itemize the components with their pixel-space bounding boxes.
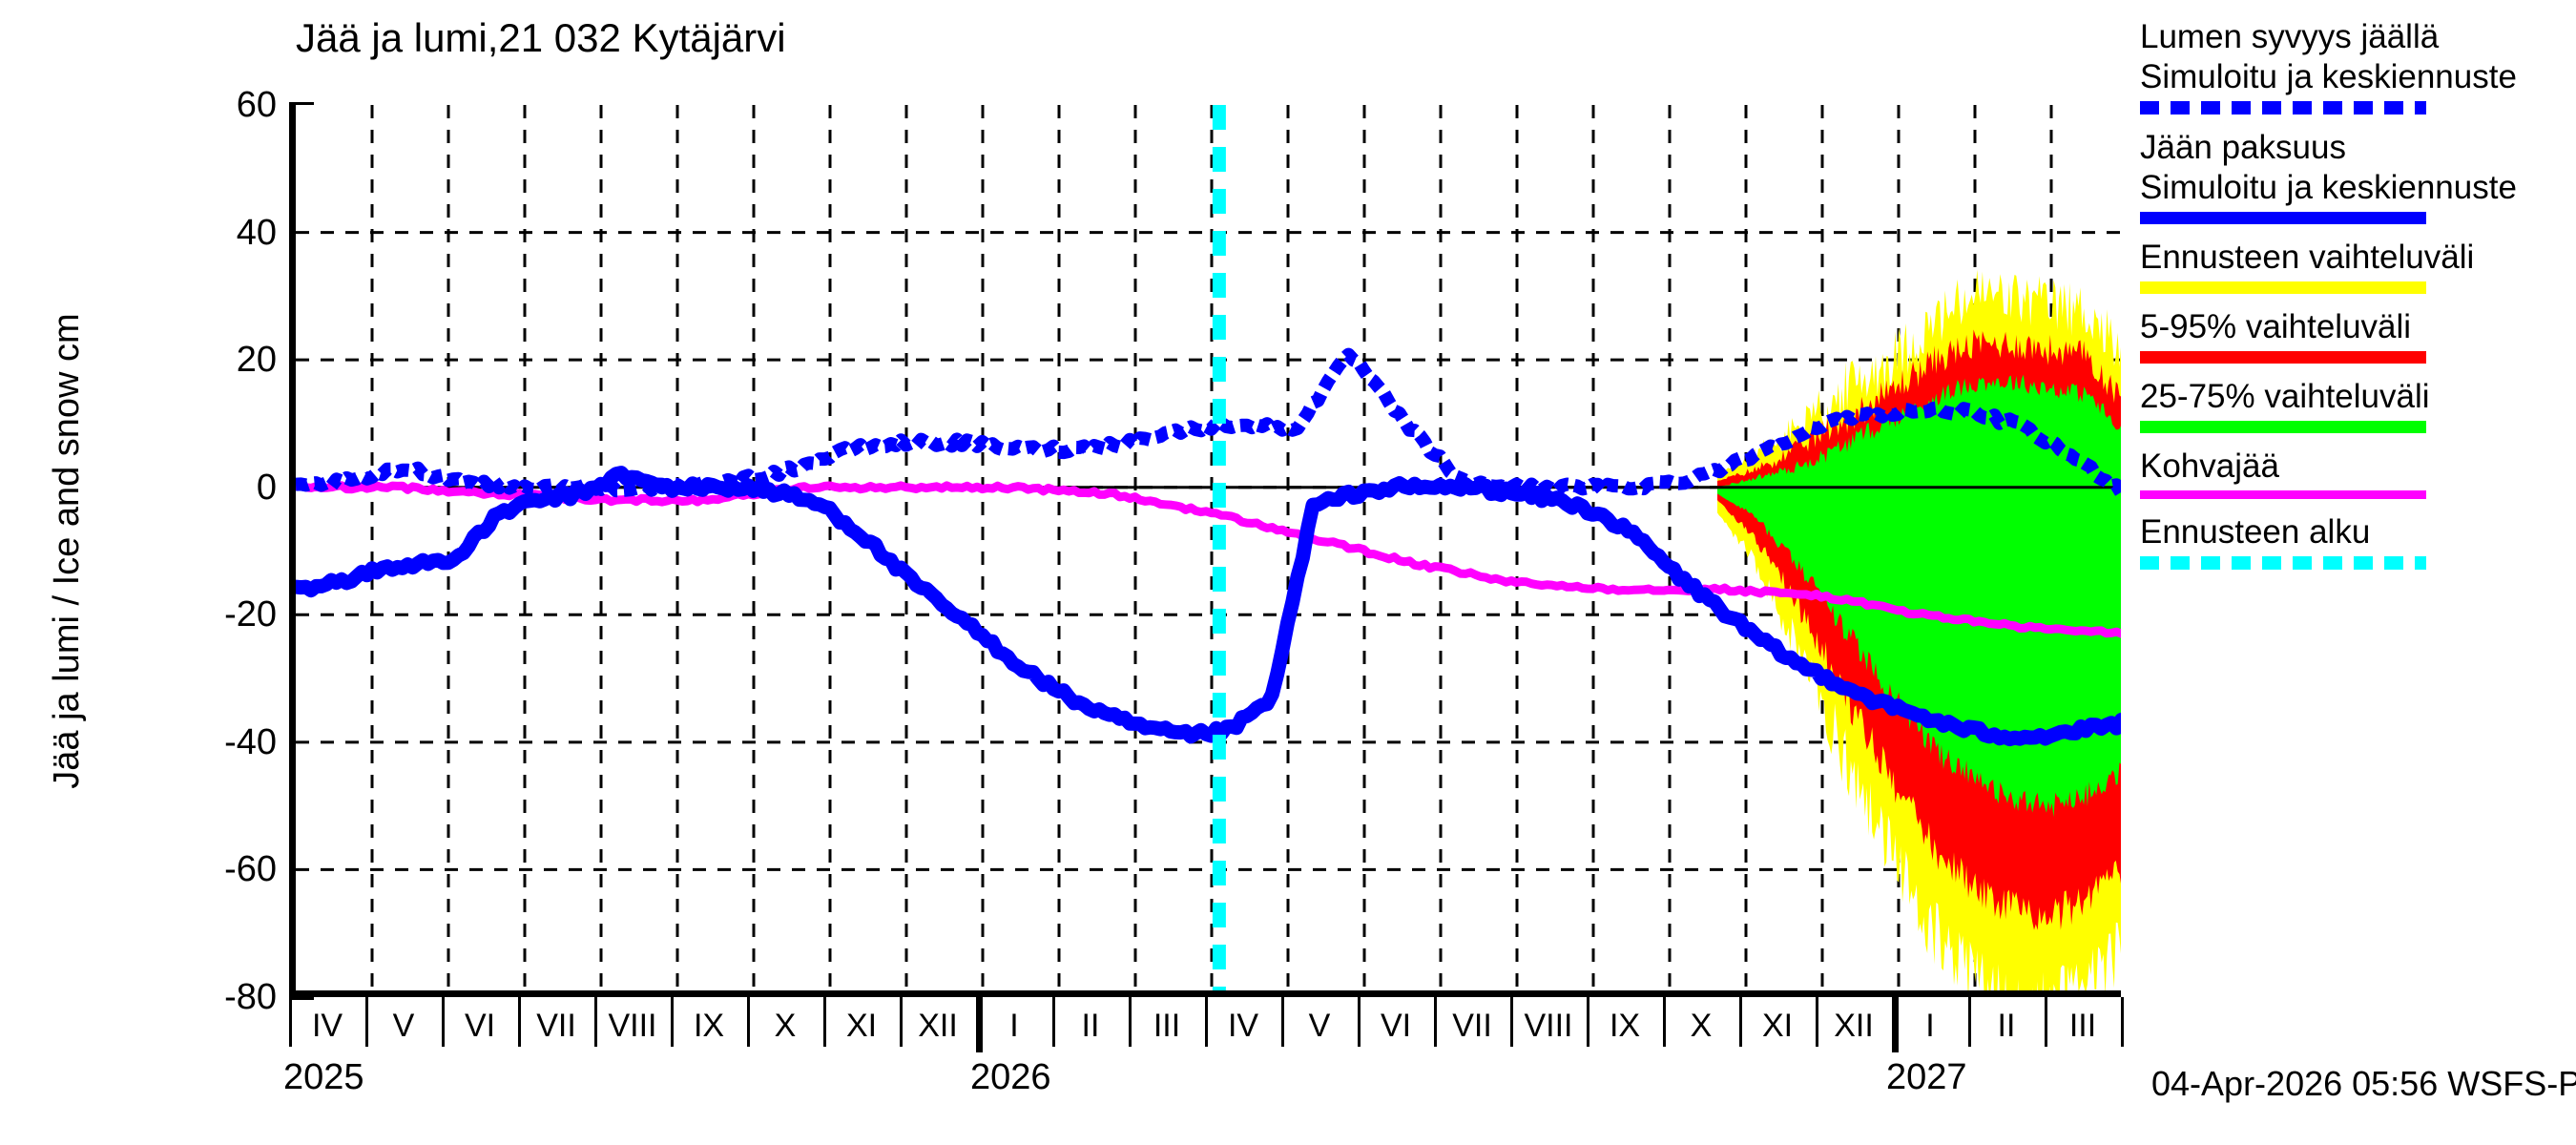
series-snow-depth: [296, 347, 2121, 500]
x-tick-separator: [1281, 997, 1284, 1047]
x-tick-separator: [594, 997, 597, 1047]
x-tick-separator: [1968, 997, 1971, 1047]
x-tick-separator: [671, 997, 674, 1047]
y-tick-label: -60: [224, 849, 277, 890]
y-tick-mark: [289, 994, 314, 1000]
x-tick-separator: [976, 997, 983, 1052]
x-tick-separator: [2121, 997, 2124, 1047]
x-tick-label: III: [2068, 1008, 2097, 1044]
x-tick-separator: [1052, 997, 1055, 1047]
series-kohvajaa: [296, 481, 2121, 638]
x-tick-label: IX: [1609, 1008, 1641, 1044]
y-tick-label: 20: [236, 340, 277, 381]
x-tick-separator: [289, 997, 292, 1047]
legend-label: Ennusteen alku: [2140, 513, 2371, 551]
x-tick-separator: [900, 997, 903, 1047]
y-tick-label: 60: [236, 85, 277, 125]
x-tick-label: I: [1009, 1008, 1019, 1044]
legend-label: Jään paksuus: [2140, 129, 2346, 166]
x-tick-label: X: [774, 1008, 797, 1044]
legend-sublabel: Simuloitu ja keskiennuste: [2140, 169, 2517, 206]
legend-swatch-forecast-start: [2140, 556, 2426, 570]
legend-label: Ennusteen vaihteluväli: [2140, 239, 2475, 276]
x-tick-label: IV: [311, 1008, 343, 1044]
legend-item-ice-thickness: Jään paksuus Simuloitu ja keskiennuste: [2140, 128, 2569, 224]
x-tick-separator: [1816, 997, 1818, 1047]
legend-swatch-range-5-95: [2140, 351, 2426, 364]
x-tick-separator: [747, 997, 750, 1047]
legend-item-forecast-start: Ennusteen alku: [2140, 512, 2569, 570]
x-tick-label: VII: [536, 1008, 576, 1044]
x-year-label: 2026: [970, 1057, 1051, 1097]
y-tick-label: 40: [236, 212, 277, 253]
x-axis-tick-labels: IV V VI VII VIII IX X XI XII I II III IV V VI VII VIII IX…: [289, 997, 2124, 1054]
y-tick-label: -40: [224, 721, 277, 762]
legend-swatch-ice-thickness: [2140, 212, 2426, 224]
x-tick-label: II: [1081, 1008, 1100, 1044]
y-tick-label: 0: [256, 467, 277, 508]
legend-item-slush-ice: Kohvajää: [2140, 447, 2569, 499]
legend-item-forecast-range: Ennusteen vaihteluväli: [2140, 238, 2569, 294]
plot-area: [296, 105, 2121, 990]
x-tick-label: VI: [464, 1008, 496, 1044]
x-axis-year-labels: 2025 2026 2027: [283, 1057, 2121, 1114]
x-year-label: 2027: [1886, 1057, 1967, 1097]
x-tick-label: III: [1153, 1008, 1181, 1044]
x-tick-label: VI: [1380, 1008, 1412, 1044]
x-tick-separator: [1434, 997, 1437, 1047]
x-tick-separator: [442, 997, 445, 1047]
x-tick-label: XII: [1834, 1008, 1874, 1044]
x-tick-separator: [1510, 997, 1513, 1047]
footer-timestamp: 04-Apr-2026 05:56 WSFS-P: [2151, 1064, 2576, 1103]
x-tick-label: V: [392, 1008, 415, 1044]
x-tick-label: VII: [1452, 1008, 1492, 1044]
x-tick-label: V: [1308, 1008, 1331, 1044]
legend-swatch-range-25-75: [2140, 421, 2426, 433]
x-tick-separator: [1358, 997, 1361, 1047]
x-tick-label: VIII: [1524, 1008, 1573, 1044]
chart-title: Jää ja lumi,21 032 Kytäjärvi: [296, 15, 786, 60]
plot-frame: [289, 105, 2121, 997]
x-year-label: 2025: [283, 1057, 364, 1097]
x-tick-separator: [518, 997, 521, 1047]
legend-item-range-25-75: 25-75% vaihteluväli: [2140, 377, 2569, 433]
legend-item-snow-depth-on-ice: Lumen syvyys jäällä Simuloitu ja keskienn…: [2140, 17, 2569, 114]
x-tick-label: XI: [1761, 1008, 1794, 1044]
x-tick-separator: [1587, 997, 1589, 1047]
band-00ff00: [1717, 374, 2121, 818]
plot-canvas: [296, 105, 2121, 990]
x-tick-separator: [1205, 997, 1208, 1047]
x-tick-label: IV: [1227, 1008, 1259, 1044]
x-tick-separator: [365, 997, 368, 1047]
legend: Lumen syvyys jäällä Simuloitu ja keskienn…: [2140, 17, 2569, 583]
legend-sublabel: Simuloitu ja keskiennuste: [2140, 58, 2517, 95]
legend-label: 25-75% vaihteluväli: [2140, 378, 2430, 415]
x-tick-label: X: [1690, 1008, 1713, 1044]
x-tick-separator: [1892, 997, 1899, 1052]
forecast-bands: [1717, 269, 2121, 990]
x-tick-separator: [2045, 997, 2047, 1047]
legend-label: Kohvajää: [2140, 448, 2279, 485]
x-tick-separator: [1129, 997, 1132, 1047]
x-tick-label: IX: [693, 1008, 725, 1044]
x-tick-separator: [1739, 997, 1742, 1047]
x-tick-label: II: [1997, 1008, 2016, 1044]
x-tick-separator: [1663, 997, 1666, 1047]
legend-item-range-5-95: 5-95% vaihteluväli: [2140, 307, 2569, 364]
x-tick-label: XI: [845, 1008, 878, 1044]
y-axis-tick-labels: 60 40 20 0 -20 -40 -60 -80: [143, 87, 277, 1015]
y-axis-title: Jää ja lumi / Ice and snow cm: [47, 313, 87, 789]
y-tick-label: -20: [224, 594, 277, 635]
x-tick-separator: [823, 997, 826, 1047]
legend-swatch-slush-ice: [2140, 490, 2426, 499]
legend-label: 5-95% vaihteluväli: [2140, 308, 2412, 345]
x-tick-label: I: [1925, 1008, 1935, 1044]
x-tick-label: XII: [918, 1008, 958, 1044]
y-tick-label: -80: [224, 977, 277, 1017]
x-tick-label: VIII: [608, 1008, 657, 1044]
legend-swatch-forecast-range: [2140, 281, 2426, 294]
legend-swatch-snow-depth-on-ice: [2140, 101, 2426, 114]
legend-label: Lumen syvyys jäällä: [2140, 18, 2440, 55]
